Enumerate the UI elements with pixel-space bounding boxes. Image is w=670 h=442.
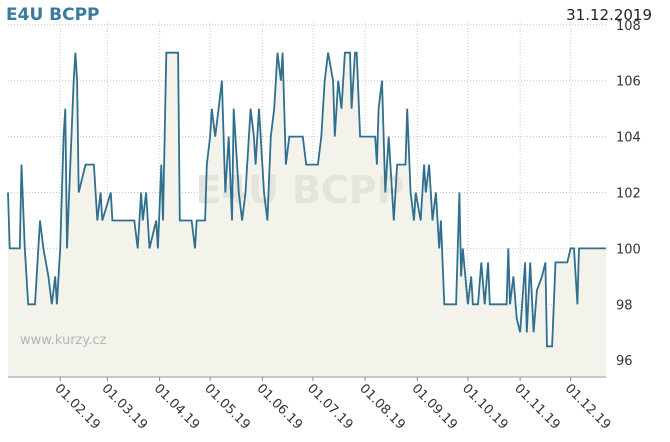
y-tick-label: 108: [616, 19, 641, 34]
x-tick-label: 01.10.19: [459, 381, 511, 433]
y-tick-label: 104: [616, 131, 641, 146]
x-tick-label: 01.08.19: [356, 381, 408, 433]
y-tick-label: 100: [616, 242, 641, 257]
x-tick-label: 01.03.19: [99, 381, 151, 433]
line: [7, 51, 606, 348]
y-tick-label: 96: [616, 354, 633, 369]
x-tick-label: 01.07.19: [304, 381, 356, 433]
chart-title: E4U BCPP: [6, 5, 100, 25]
x-tick-label: 01.05.19: [201, 381, 253, 433]
y-tick-label: 98: [616, 298, 633, 313]
x-tick-label: 01.02.19: [51, 381, 103, 433]
x-tick-label: 01.12.19: [562, 381, 614, 433]
y-tick-label: 102: [616, 187, 641, 202]
chart-date: 31.12.2019: [566, 6, 652, 24]
y-tick-label: 106: [616, 75, 641, 90]
source: www.kurzy.cz: [20, 333, 106, 348]
x-tick-label: 01.04.19: [151, 381, 203, 433]
x-tick-label: 01.06.19: [254, 381, 306, 433]
x-tick-label: 01.11.19: [511, 381, 563, 433]
x-tick-label: 01.09.19: [409, 381, 461, 433]
